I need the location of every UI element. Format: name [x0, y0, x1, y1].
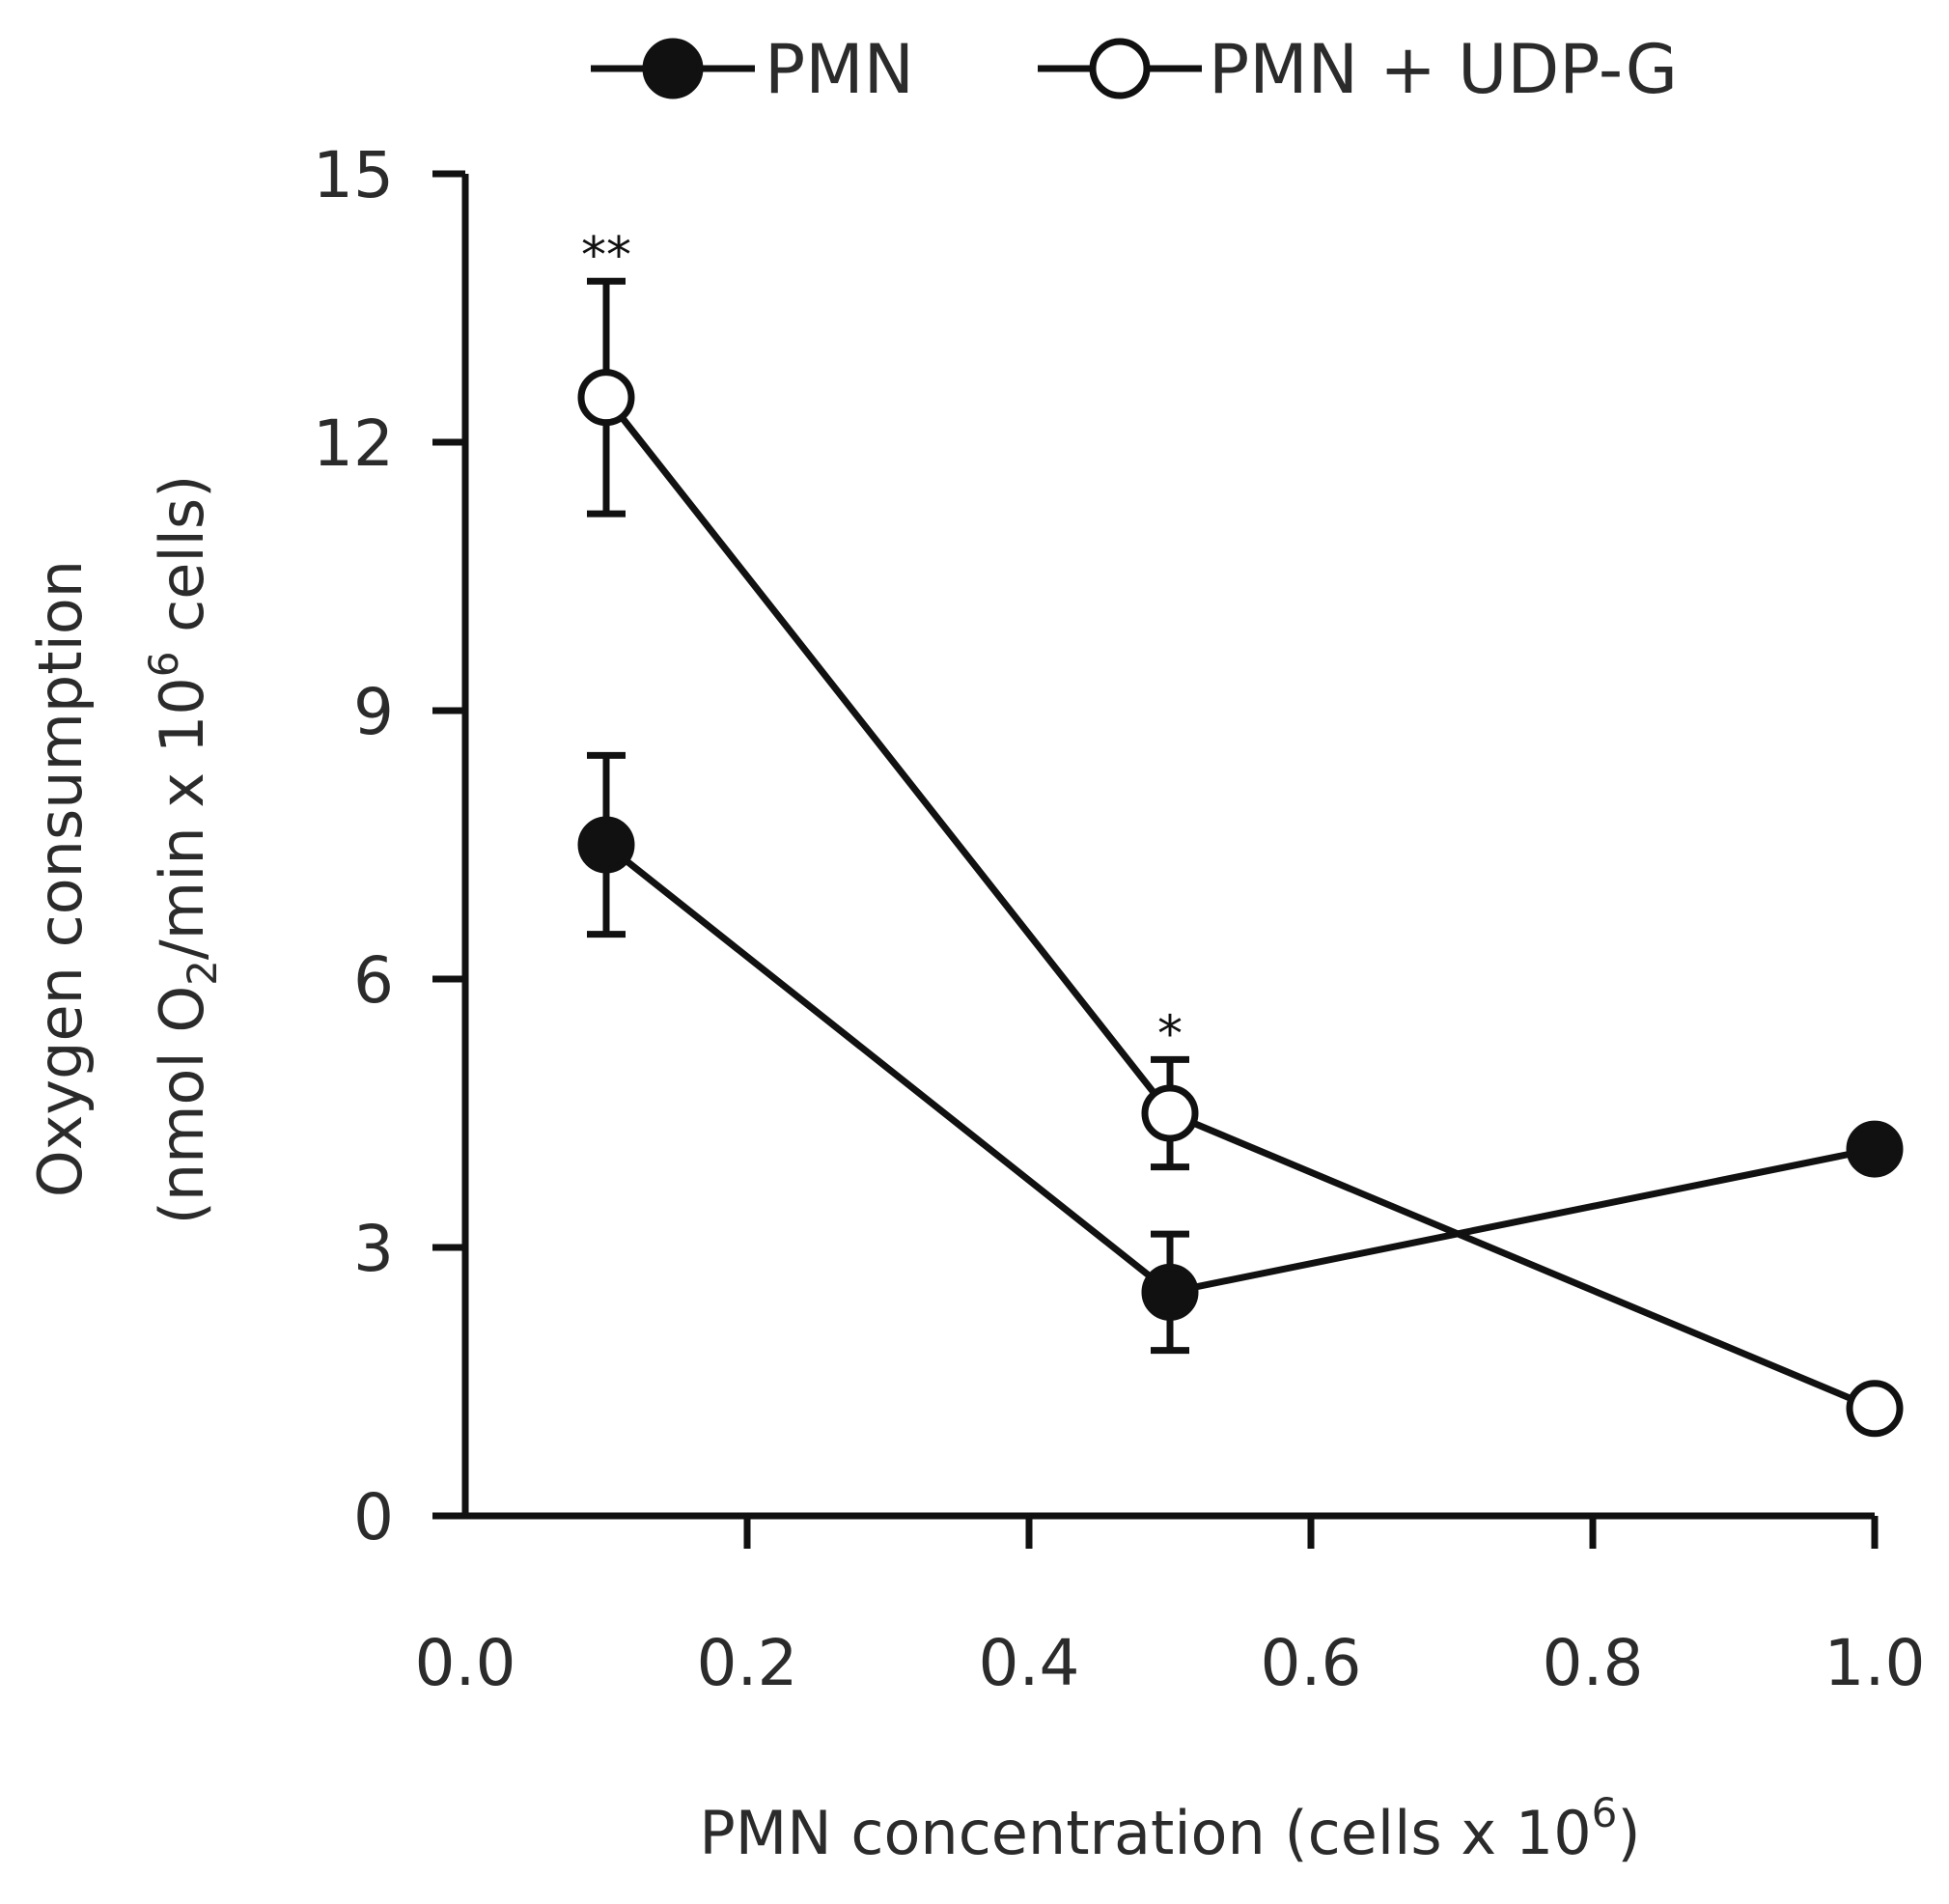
series-line-pmn-udpg — [603, 395, 1877, 1413]
y-axis-title-sup: 6 — [140, 652, 187, 678]
y-ticks: 0 3 6 9 12 15 — [313, 138, 465, 1554]
data-point-pmn — [577, 816, 635, 874]
legend-marker-pmn-udpg — [1089, 38, 1151, 99]
series-pmn-udpg — [577, 277, 1904, 1438]
legend-label-pmn: PMN — [765, 30, 914, 109]
x-axis-title-main: PMN concentration (cells x 10 — [699, 1798, 1591, 1868]
legend-entry-pmn: PMN — [591, 30, 914, 109]
x-axis-title-sup: 6 — [1592, 1789, 1618, 1836]
data-point-pmn — [1846, 1120, 1904, 1178]
y-tick-label: 3 — [353, 1212, 394, 1286]
data-point-pmn-udpg — [1846, 1380, 1904, 1438]
x-tick-label: 0.2 — [697, 1626, 798, 1700]
y-axis-title-units-b: /min x 10 — [147, 677, 217, 960]
legend-entry-pmn-udpg: PMN + UDP-G — [1038, 30, 1678, 109]
significance-marker: ** — [581, 227, 631, 285]
series-pmn — [577, 751, 1904, 1355]
y-axis-title-line1: Oxygen consumption — [25, 560, 96, 1197]
y-tick-label: 9 — [353, 675, 394, 749]
x-tick-label: 0.4 — [979, 1626, 1080, 1700]
y-tick-label: 6 — [353, 943, 394, 1018]
y-axis-title-line2: (nmol O2/min x 106 cells) — [140, 475, 226, 1225]
y-axis-title-sub: 2 — [179, 960, 226, 986]
data-point-pmn-udpg — [577, 369, 635, 427]
x-axis-title-end: ) — [1617, 1798, 1640, 1868]
x-tick-label: 0.8 — [1543, 1626, 1644, 1700]
series-line-pmn — [603, 842, 1876, 1296]
x-axis-title: PMN concentration (cells x 106) — [699, 1789, 1640, 1868]
data-point-pmn-udpg — [1141, 1084, 1199, 1142]
y-tick-label: 15 — [313, 138, 394, 212]
legend-marker-pmn — [642, 38, 704, 99]
legend: PMN PMN + UDP-G — [591, 30, 1678, 109]
y-axis-title-units-a: (nmol O — [147, 986, 217, 1225]
plot-area: *** — [577, 227, 1904, 1438]
x-tick-label: 0.0 — [415, 1626, 516, 1700]
y-axis-title-units-c: cells) — [147, 475, 217, 652]
x-tick-label: 0.6 — [1261, 1626, 1362, 1700]
x-ticks: 0.0 0.2 0.4 0.6 0.8 1.0 — [415, 1516, 1926, 1700]
y-tick-label: 12 — [313, 406, 394, 481]
y-tick-label: 0 — [353, 1480, 394, 1554]
significance-marker: * — [1157, 1005, 1183, 1063]
data-point-pmn — [1141, 1263, 1199, 1321]
legend-label-pmn-udpg: PMN + UDP-G — [1209, 30, 1678, 109]
x-tick-label: 1.0 — [1824, 1626, 1926, 1700]
